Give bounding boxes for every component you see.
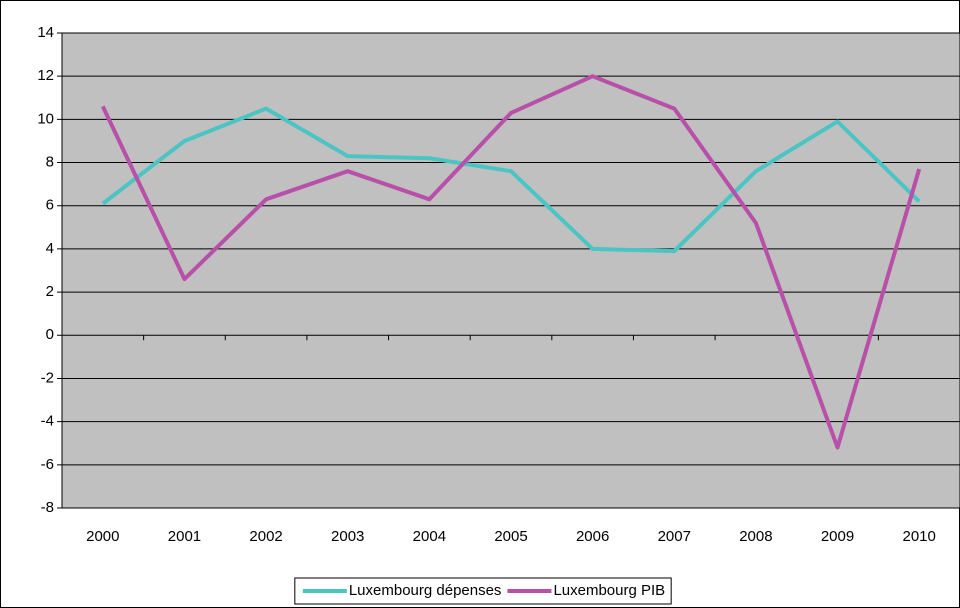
legend-label: Luxembourg PIB	[553, 582, 665, 599]
y-tick-label: 4	[46, 240, 54, 257]
y-tick-label: 10	[37, 110, 54, 127]
y-tick-label: 14	[37, 24, 54, 41]
y-tick-label: -8	[41, 499, 54, 516]
x-tick-label: 2005	[494, 528, 527, 545]
y-tick-label: 0	[46, 326, 54, 343]
x-tick-label: 2000	[86, 528, 119, 545]
legend-label: Luxembourg dépenses	[349, 582, 502, 599]
y-tick-label: 2	[46, 283, 54, 300]
x-tick-label: 2009	[821, 528, 854, 545]
y-tick-label: 8	[46, 154, 54, 171]
x-tick-label: 2006	[576, 528, 609, 545]
y-tick-label: 12	[37, 67, 54, 84]
x-tick-label: 2010	[902, 528, 935, 545]
y-tick-label: -2	[41, 369, 54, 386]
x-tick-label: 2008	[739, 528, 772, 545]
plot-area	[61, 32, 960, 509]
x-tick-label: 2002	[249, 528, 282, 545]
y-tick-label: -6	[41, 456, 54, 473]
x-tick-label: 2007	[658, 528, 691, 545]
y-tick-label: -4	[41, 413, 54, 430]
x-tick-label: 2001	[168, 528, 201, 545]
legend-box	[294, 577, 672, 605]
x-tick-label: 2004	[413, 528, 446, 545]
x-tick-label: 2003	[331, 528, 364, 545]
series-line	[100, 74, 922, 450]
y-tick-label: 6	[46, 197, 54, 214]
series-line	[101, 106, 921, 254]
